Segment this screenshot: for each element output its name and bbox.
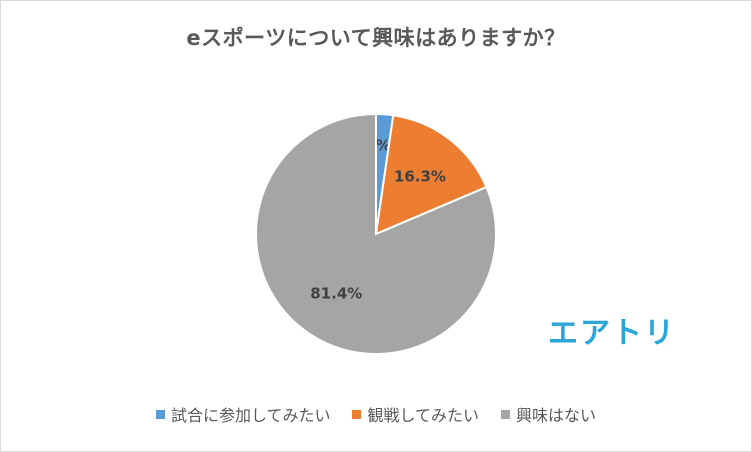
legend-swatch-not-interested [501, 409, 511, 419]
legend-label-not-interested: 興味はない [516, 406, 597, 425]
chart-legend: 試合に参加してみたい 観戦してみたい 興味はない [0, 402, 752, 426]
legend-swatch-participate [155, 409, 165, 419]
legend-item-not-interested: 興味はない [501, 402, 596, 426]
legend-label-participate: 試合に参加してみたい [170, 406, 331, 425]
chart-title: eスポーツについて興味はありますか？ [186, 26, 566, 50]
legend-swatch-watch [352, 409, 362, 419]
data-label-not-interested: 81.4% [310, 285, 362, 303]
pie-slice-watch [374, 114, 488, 236]
legend-item-participate: 試合に参加してみたい [155, 402, 331, 426]
legend-label-watch: 観戦してみたい [367, 406, 480, 425]
data-label-watch: 16.3% [394, 167, 446, 185]
pie-slice-not-interested [255, 112, 497, 355]
brand-logo: エアトリ [548, 316, 676, 351]
legend-item-watch: 観戦してみたい [352, 402, 479, 426]
